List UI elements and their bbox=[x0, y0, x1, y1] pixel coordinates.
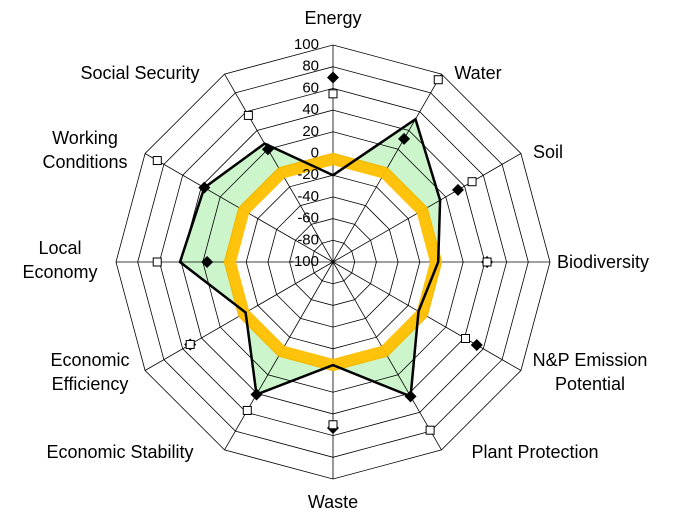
tick-label: -20 bbox=[297, 166, 319, 183]
diamond-marker bbox=[250, 388, 263, 401]
category-label: Soil bbox=[532, 142, 563, 162]
tick-label: -80 bbox=[297, 231, 319, 248]
tick-label: 100 bbox=[294, 36, 319, 53]
category-label: Economic Stability bbox=[46, 442, 194, 462]
tick-label: 80 bbox=[302, 58, 319, 75]
category-label: Plant Protection bbox=[471, 442, 599, 462]
square-marker bbox=[467, 177, 477, 187]
square-marker bbox=[185, 339, 195, 349]
category-label: Economic Efficiency bbox=[50, 350, 130, 394]
tick-label: 20 bbox=[302, 123, 319, 140]
category-label: Energy bbox=[304, 8, 362, 28]
category-label: Biodiversity bbox=[556, 252, 650, 272]
category-label: Social Security bbox=[80, 63, 200, 83]
square-marker bbox=[243, 110, 253, 120]
tick-label: 60 bbox=[302, 79, 319, 96]
square-marker bbox=[328, 420, 338, 430]
diamond-marker bbox=[451, 183, 464, 196]
square-marker bbox=[152, 257, 162, 267]
diamond-marker bbox=[198, 181, 211, 194]
square-marker bbox=[433, 75, 443, 85]
tick-label: 0 bbox=[311, 144, 319, 161]
tick-label: -40 bbox=[297, 188, 319, 205]
square-marker bbox=[242, 405, 252, 415]
tick-label: 40 bbox=[302, 101, 319, 118]
square-marker bbox=[482, 257, 492, 267]
category-label: Water bbox=[454, 63, 502, 83]
diamond-marker bbox=[398, 132, 411, 145]
tick-label: -60 bbox=[297, 210, 319, 227]
category-label: Working Conditions bbox=[42, 128, 128, 172]
diamond-marker bbox=[327, 71, 339, 84]
square-marker bbox=[328, 89, 338, 99]
diamond-marker bbox=[201, 256, 214, 268]
diamond-marker bbox=[404, 390, 417, 403]
square-marker bbox=[425, 425, 435, 435]
category-label: N&P Emission Potential bbox=[532, 350, 648, 394]
square-marker bbox=[152, 156, 162, 166]
tick-label: -100 bbox=[289, 253, 319, 270]
square-marker bbox=[460, 333, 470, 343]
diamond-marker bbox=[261, 143, 274, 156]
category-label: Local Economy bbox=[22, 238, 98, 282]
diamond-marker bbox=[470, 339, 483, 352]
category-label: Waste bbox=[307, 492, 359, 512]
